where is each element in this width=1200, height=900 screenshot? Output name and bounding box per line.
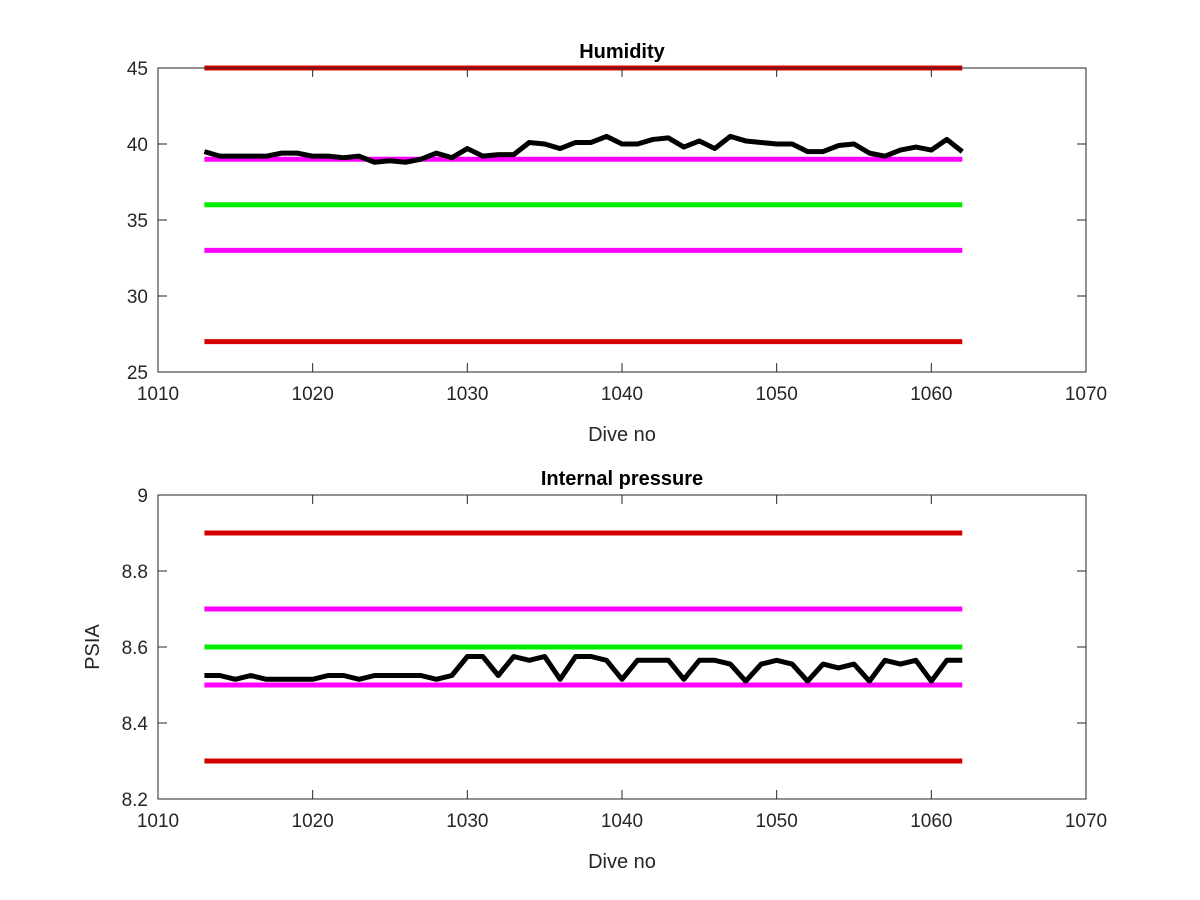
- y-tick-label: 9: [137, 486, 148, 507]
- x-tick-label: 1010: [137, 811, 179, 832]
- x-tick-label: 1050: [756, 811, 798, 832]
- x-tick-label: 1060: [910, 384, 952, 405]
- data-series-line-0: [204, 654, 963, 684]
- humidity-chart: Humidity Dive no 1010 1020 1030 1040 1050 106…: [127, 41, 1107, 446]
- y-tick-label: 45: [127, 59, 148, 80]
- x-tick-label: 1050: [756, 384, 798, 405]
- y-tick-label: 8.6: [122, 638, 148, 659]
- x-axis-label: Dive no: [588, 851, 656, 873]
- x-tick-label: 1070: [1065, 811, 1107, 832]
- x-tick-label: 1030: [446, 384, 488, 405]
- internal-pressure-chart: Internal pressure Dive no PSIA 1010 1020 1…: [82, 468, 1107, 873]
- x-tick-label: 1040: [601, 811, 643, 832]
- x-tick-label: 1010: [137, 384, 179, 405]
- y-tick-label: 8.2: [122, 790, 148, 811]
- y-tick-label: 8.8: [122, 562, 148, 583]
- data-series-line-0: [203, 133, 964, 165]
- x-tick-label: 1060: [910, 811, 952, 832]
- x-tick-label: 1040: [601, 384, 643, 405]
- y-axis-label: PSIA: [82, 624, 104, 670]
- y-tick-label: 35: [127, 211, 148, 232]
- chart-title: Humidity: [579, 41, 665, 63]
- x-tick-label: 1070: [1065, 384, 1107, 405]
- y-tick-label: 30: [127, 287, 148, 308]
- chart-title: Internal pressure: [541, 468, 703, 490]
- x-tick-label: 1030: [446, 811, 488, 832]
- y-tick-label: 25: [127, 363, 148, 384]
- y-tick-label: 8.4: [122, 714, 149, 735]
- x-tick-label: 1020: [292, 384, 334, 405]
- y-tick-label: 40: [127, 135, 148, 156]
- x-tick-label: 1020: [292, 811, 334, 832]
- x-axis-label: Dive no: [588, 424, 656, 446]
